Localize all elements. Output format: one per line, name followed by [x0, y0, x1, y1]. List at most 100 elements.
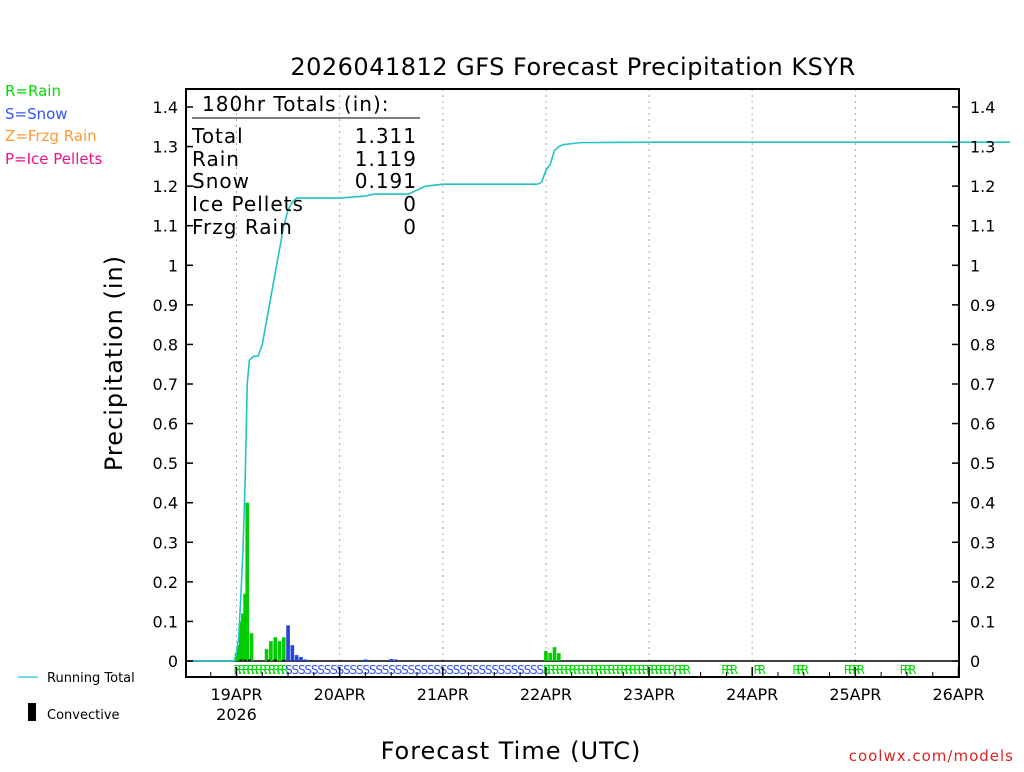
- ptype-letter: R: [796, 663, 804, 677]
- ptype-letter: R: [857, 663, 865, 677]
- ptype-letter: R: [259, 663, 267, 677]
- legend-frzg-rain: Z=Frzg Rain: [5, 127, 97, 145]
- ptype-letter: R: [668, 663, 676, 677]
- precip-bar: [393, 659, 398, 661]
- totals-label-snow: Snow: [192, 169, 250, 193]
- precip-bar: [273, 637, 278, 661]
- y-tick-label-left: 0: [168, 652, 178, 671]
- x-tick-label: 25APR: [829, 685, 881, 704]
- convective-bar: [273, 659, 277, 661]
- legend-rain: R=Rain: [5, 82, 61, 100]
- x-tick-label: 21APR: [417, 685, 469, 704]
- ptype-letter: R: [590, 663, 598, 677]
- ptype-letter: R: [564, 663, 572, 677]
- y-tick-label-right: 0.2: [970, 573, 995, 592]
- y-tick-label-right: 1.2: [970, 177, 995, 196]
- y-tick-label-left: 0.1: [153, 612, 178, 631]
- convective-bar: [247, 659, 251, 661]
- ptype-letter: R: [577, 663, 585, 677]
- precip-bar: [241, 613, 245, 661]
- ptype-letter: S: [453, 663, 461, 677]
- ptype-letter: R: [900, 663, 908, 677]
- precip-bar: [277, 641, 282, 661]
- precip-bar: [294, 655, 299, 661]
- ptype-letter: R: [607, 663, 615, 677]
- grid: [186, 89, 959, 662]
- precip-bar: [544, 651, 548, 661]
- y-tick-label-left: 1.2: [153, 177, 178, 196]
- convective-bar: [282, 659, 286, 662]
- credit-text: coolwx.com/models: [849, 747, 1014, 765]
- ptype-letter: R: [573, 663, 581, 677]
- ptype-letter: S: [311, 663, 319, 677]
- ptype-letter: S: [427, 663, 435, 677]
- ptype-letter: S: [440, 663, 448, 677]
- legend-snow: S=Snow: [5, 105, 68, 123]
- x-axis-label: Forecast Time (UTC): [381, 737, 642, 765]
- ptype-letter: R: [844, 663, 852, 677]
- totals-label-total: Total: [191, 124, 244, 148]
- ptype-letter: S: [337, 663, 345, 677]
- ptype-letter: R: [726, 663, 734, 677]
- totals-header: 180hr Totals (in):: [202, 92, 390, 116]
- bars: [234, 502, 561, 662]
- precip-bar: [264, 649, 269, 661]
- ptype-letter: R: [556, 663, 564, 677]
- ptype-letter: S: [382, 663, 390, 677]
- ptype-letter: S: [343, 663, 351, 677]
- precip-bar: [552, 647, 557, 661]
- ptype-letter: S: [472, 663, 480, 677]
- x-tick-label: 24APR: [726, 685, 778, 704]
- precip-bar: [269, 641, 273, 661]
- ptype-letter: S: [530, 663, 538, 677]
- ptype-letter: R: [595, 663, 603, 677]
- y-tick-label-left: 1.4: [153, 98, 178, 117]
- ptype-letter: S: [504, 663, 512, 677]
- precip-bar: [556, 653, 561, 661]
- totals-value-total: 1.311: [355, 124, 417, 148]
- ptype-letter: R: [663, 663, 671, 677]
- y-tick-label-right: 0.4: [970, 494, 995, 513]
- ptype-letter: R: [620, 663, 628, 677]
- y-tick-label-left: 0.9: [153, 296, 178, 315]
- ptype-letter: R: [255, 663, 263, 677]
- legend-ice-pellets: P=Ice Pellets: [5, 150, 102, 168]
- precip-bar: [548, 653, 553, 661]
- precip-bar: [234, 653, 239, 661]
- convective-bar: [243, 659, 247, 662]
- y-tick-label-left: 0.6: [153, 415, 178, 434]
- ptype-row: RRRRRRRRRRRRSSSSSSSSSSSSSSSSSSSSSSSSSSSS…: [234, 663, 917, 677]
- series-legend: Running Total Convective: [18, 671, 135, 723]
- x-tick-label: 20APR: [314, 685, 366, 704]
- ptype-letter: R: [650, 663, 658, 677]
- ptype-letter: S: [517, 663, 525, 677]
- ptype-letter: S: [459, 663, 467, 677]
- ptype-letter: S: [498, 663, 506, 677]
- ptype-letter: S: [324, 663, 332, 677]
- ptype-letter: S: [375, 663, 383, 677]
- ptype-letter: R: [272, 663, 280, 677]
- ptype-letter: S: [536, 663, 544, 677]
- ptype-letter: S: [524, 663, 532, 677]
- ptype-letter: R: [655, 663, 663, 677]
- ptype-letter: R: [264, 663, 272, 677]
- ptype-letter: R: [754, 663, 762, 677]
- totals-label-ice-pellets: Ice Pellets: [192, 192, 304, 216]
- ptype-letter: R: [908, 663, 916, 677]
- ptype-letter: S: [350, 663, 358, 677]
- convective-legend-label: Convective: [47, 708, 120, 723]
- plot-frame: [185, 88, 960, 678]
- precip-bar: [389, 659, 394, 661]
- ptype-letter: S: [408, 663, 416, 677]
- ptype-letter: R: [678, 663, 686, 677]
- precip-bar: [243, 593, 247, 661]
- ptype-letter: S: [304, 663, 312, 677]
- ptype-letter: S: [317, 663, 325, 677]
- ptype-letter: S: [362, 663, 370, 677]
- ptype-letter: R: [543, 663, 551, 677]
- x-tick-label: 26APR: [932, 685, 984, 704]
- y-tick-label-right: 1.4: [970, 98, 995, 117]
- ptype-letter: S: [433, 663, 441, 677]
- ptype-letter: R: [547, 663, 555, 677]
